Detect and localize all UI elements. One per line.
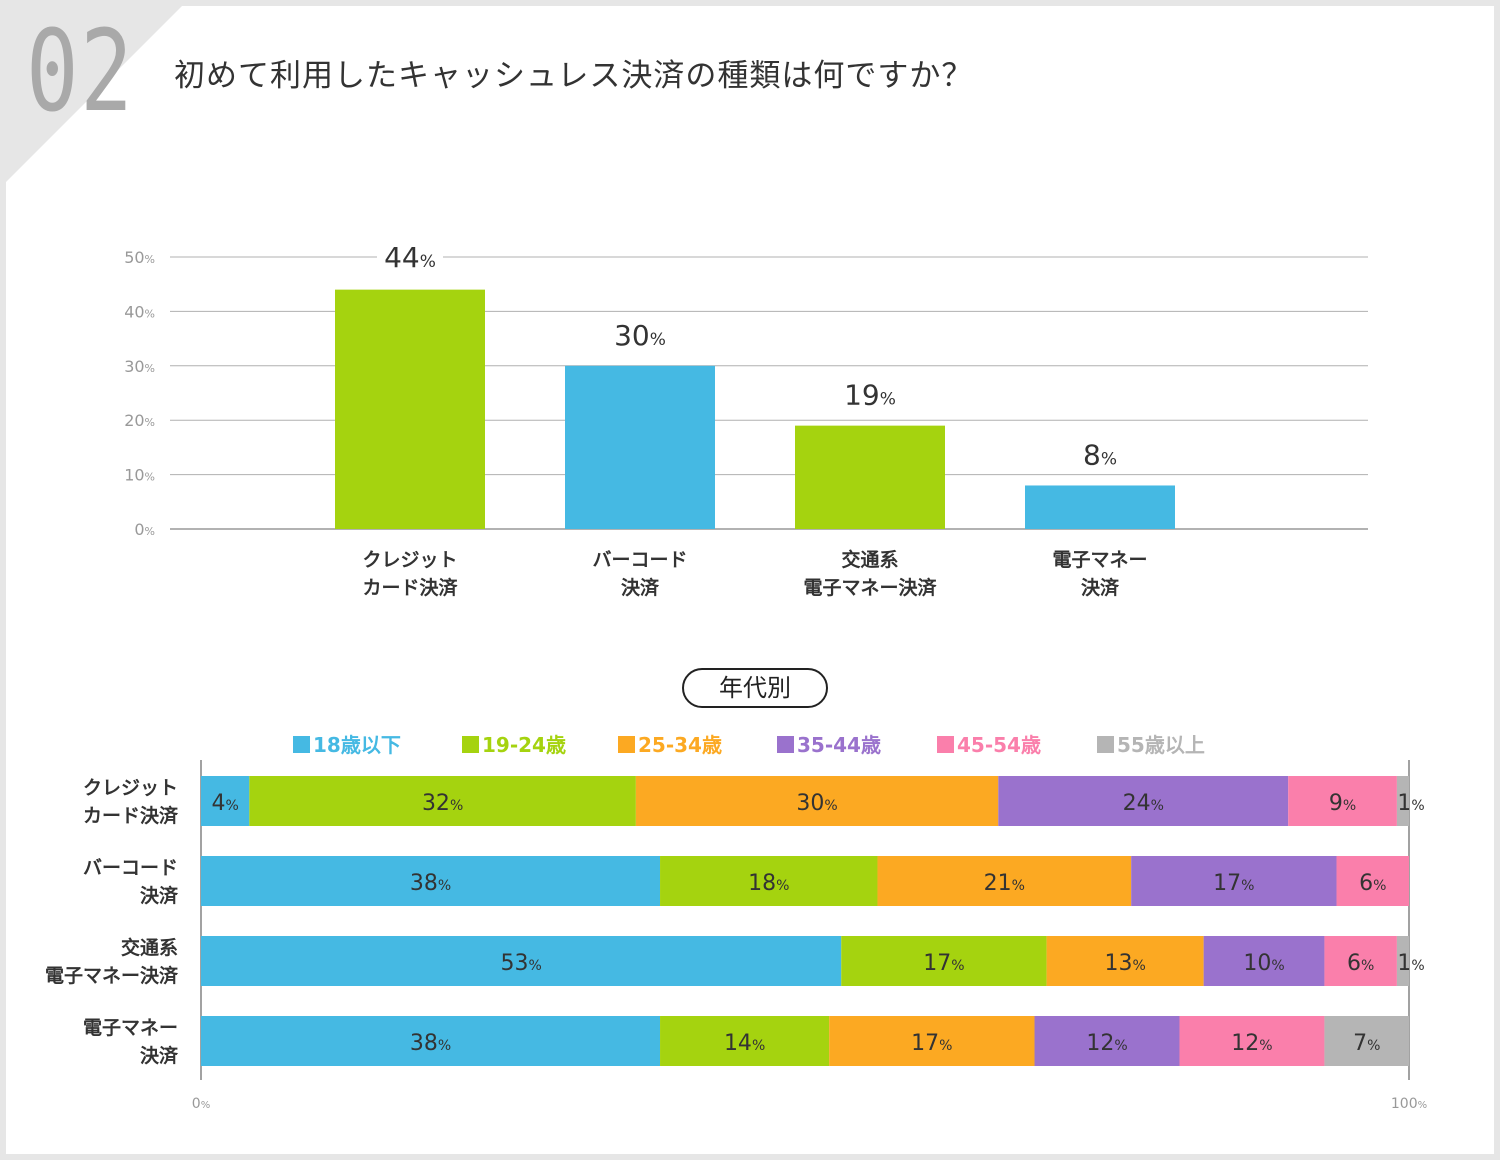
bar-value-label: 19%	[844, 379, 896, 412]
bar-value-label: 44%	[384, 241, 436, 274]
segment-value-label: 4%	[212, 791, 239, 816]
category-label: 決済	[1081, 576, 1120, 599]
row-label: 決済	[140, 884, 179, 907]
segment-value-label: 21%	[984, 871, 1025, 896]
category-label: 交通系	[841, 548, 898, 571]
stack-segment	[201, 856, 661, 906]
stack-segment	[841, 936, 1047, 986]
stack-segment	[877, 856, 1132, 906]
segment-value-label: 17%	[1213, 871, 1254, 896]
legend-swatch	[937, 736, 954, 753]
segment-value-label: 38%	[410, 1031, 451, 1056]
segment-value-label: 14%	[724, 1031, 765, 1056]
stack-segment	[1336, 856, 1409, 906]
y-tick-label: 20%	[124, 411, 155, 430]
bar	[1025, 485, 1175, 529]
bar	[795, 425, 945, 529]
segment-value-label: 38%	[410, 871, 451, 896]
bar-value-label: 30%	[614, 319, 666, 352]
y-tick-label: 0%	[134, 520, 155, 539]
segment-value-label: 9%	[1329, 791, 1356, 816]
row-label: 交通系	[121, 936, 178, 959]
y-tick-label: 50%	[124, 248, 155, 267]
segment-value-label: 30%	[796, 791, 837, 816]
stack-segment	[829, 1016, 1035, 1066]
stack-segment	[1288, 776, 1397, 826]
age-stacked-bar-chart: 18歳以下 19-24歳 25-34歳 35-44歳 45-54歳 55歳以上 0% 100%…	[45, 733, 1427, 1112]
question-number: 02	[26, 7, 135, 137]
row-label: 電子マネー	[83, 1017, 178, 1039]
y-tick-label: 10%	[124, 466, 155, 485]
stack-segment	[635, 776, 999, 826]
segment-value-label: 1%	[1397, 791, 1424, 816]
stack-segment	[1324, 936, 1397, 986]
legend-swatch	[618, 736, 635, 753]
segment-value-label: 10%	[1243, 951, 1284, 976]
row-label: バーコード	[83, 857, 178, 879]
stack-segment	[249, 776, 636, 826]
category-label: 決済	[621, 576, 660, 599]
stack-segment	[1324, 1016, 1409, 1066]
legend-label: 55歳以上	[1117, 733, 1205, 757]
legend-swatch	[777, 736, 794, 753]
y-tick-label: 30%	[124, 357, 155, 376]
legend-swatch	[462, 736, 479, 753]
age-group-pill: 年代別	[682, 668, 828, 708]
segment-value-label: 53%	[500, 951, 541, 976]
category-label: クレジット	[362, 549, 457, 571]
stack-segment	[1396, 936, 1409, 986]
stack-segment	[1131, 856, 1337, 906]
segment-value-label: 17%	[923, 951, 964, 976]
stack-segment	[1179, 1016, 1325, 1066]
legend-swatch	[1097, 736, 1114, 753]
corner-tab	[6, 6, 182, 182]
category-label: 電子マネー	[1052, 549, 1147, 571]
segment-value-label: 17%	[911, 1031, 952, 1056]
y-tick-label: 40%	[124, 302, 155, 321]
stack-segment	[1203, 936, 1325, 986]
legend-label: 45-54歳	[957, 733, 1041, 757]
segment-value-label: 1%	[1397, 951, 1424, 976]
label-backdrop	[377, 251, 443, 263]
legend-swatch	[293, 736, 310, 753]
row-label: クレジット	[83, 777, 178, 799]
bar-value-label: 8%	[1083, 438, 1117, 471]
segment-value-label: 6%	[1359, 871, 1386, 896]
legend-label: 25-34歳	[638, 733, 722, 757]
legend-label: 19-24歳	[482, 733, 566, 757]
legend-label: 18歳以下	[313, 733, 401, 757]
x-tick-label: 100%	[1391, 1096, 1427, 1112]
question-title: 初めて利用したキャッシュレス決済の種類は何ですか？	[174, 58, 974, 94]
bar	[565, 365, 715, 529]
stack-segment	[201, 1016, 661, 1066]
legend-label: 35-44歳	[797, 733, 881, 757]
segment-value-label: 7%	[1353, 1031, 1380, 1056]
stack-segment	[660, 1016, 830, 1066]
segment-value-label: 6%	[1347, 951, 1374, 976]
stack-segment	[998, 776, 1289, 826]
stack-segment	[1046, 936, 1204, 986]
category-label: バーコード	[592, 549, 687, 571]
stack-segment	[1396, 776, 1409, 826]
category-label: 電子マネー決済	[803, 576, 937, 599]
segment-value-label: 13%	[1104, 951, 1145, 976]
segment-value-label: 12%	[1231, 1031, 1272, 1056]
category-label: カード決済	[362, 576, 458, 599]
stack-segment	[201, 936, 842, 986]
row-label: カード決済	[83, 804, 179, 827]
segment-value-label: 32%	[422, 791, 463, 816]
stack-segment	[201, 776, 250, 826]
stack-segment	[660, 856, 878, 906]
x-tick-label: 0%	[192, 1096, 210, 1112]
stack-segment	[1034, 1016, 1180, 1066]
segment-value-label: 24%	[1123, 791, 1164, 816]
row-label: 電子マネー決済	[45, 964, 179, 987]
row-label: 決済	[140, 1044, 179, 1067]
segment-value-label: 12%	[1086, 1031, 1127, 1056]
segment-value-label: 18%	[748, 871, 789, 896]
bar	[335, 289, 485, 529]
